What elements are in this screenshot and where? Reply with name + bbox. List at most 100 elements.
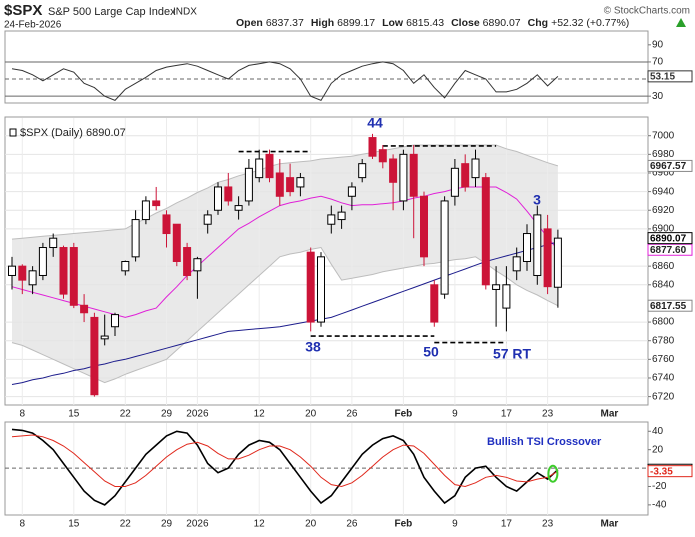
x-tick-label: Mar [601,409,619,420]
candle-body [461,163,470,188]
x-tick-label: Feb [395,409,413,420]
candle-body [38,247,47,276]
candle-body [317,256,325,323]
index-name: S&P 500 Large Cap Index [48,6,176,18]
exchange: INDX [173,7,197,18]
candle-body [337,211,346,221]
candle-body [296,177,305,188]
candle-body [492,284,501,290]
quote-label: Open [236,17,263,29]
y-tick-label: 90 [652,39,664,50]
band-lower [11,246,559,384]
value-tag [647,465,693,478]
y-tick-label: 6720 [652,391,675,402]
x-tick-label: 22 [120,519,132,530]
candle-body [265,153,274,179]
candle-body [358,163,367,179]
candle-body [172,223,181,263]
value-tag-label: 6877.60 [650,245,687,256]
credit: © StockCharts.com [604,6,690,17]
x-tick-label: 26 [346,409,358,420]
candle-body [49,237,58,249]
annotation: 44 [367,115,383,131]
candle-body [183,247,192,276]
y-tick-label: -20 [652,481,667,492]
x-tick-label: 15 [68,409,80,420]
y-tick-label: 40 [652,426,664,437]
y-tick-label: 20 [652,444,664,455]
value-tag [647,159,693,172]
y-tick-label: 6860 [652,261,675,272]
y-tick-label: 6920 [652,205,675,216]
y-tick-label: 6960 [652,168,675,179]
x-tick-label: Feb [395,519,413,530]
date: 24-Feb-2026 [4,20,62,31]
candle-body [69,247,78,306]
y-tick-label: 6900 [652,224,675,235]
y-tick-label: 6800 [652,317,675,328]
quote-value: 6890.07 [483,17,521,29]
x-tick-label: 22 [120,409,132,420]
x-tick-label: Mar [601,519,619,530]
candle-body [28,270,37,286]
band-upper [11,144,559,240]
candle-body [430,284,439,323]
symbol: $SPX [4,2,42,19]
up-arrow [676,18,686,27]
quote-row: Open 6837.37 High 6899.17 Low 6815.43 Close 689… [236,17,629,29]
y-tick-label: 30 [652,91,664,102]
crossover-highlight [547,464,559,483]
candle-body [18,265,27,281]
quote-label: Close [451,17,480,29]
x-tick-label: 29 [161,409,173,420]
annotation: 3 [533,192,541,208]
x-tick-label: 20 [305,519,317,530]
candle-body [409,153,418,197]
candle-body [378,149,387,163]
candle-body [368,137,377,157]
y-tick-label: 6780 [652,335,675,346]
value-tag [647,232,693,245]
candle-body [152,200,161,207]
candle-body [286,177,295,193]
indicator-line [11,61,559,102]
quote-value: 6815.43 [406,17,444,29]
x-tick-label: 2026 [186,519,209,530]
value-tag [647,299,693,312]
layers: 30 70 90 53.15 6720 6740 6760 6780 6800 6840 6860 6… [5,18,693,530]
x-tick-label: 8 [20,409,26,420]
candle-body [523,233,531,263]
x-tick-label: 9 [452,519,458,530]
value-tag-label: -3.35 [650,466,673,477]
candle-body [347,186,356,197]
annotation: 38 [305,339,321,355]
candle-body [275,172,284,197]
candle-body [450,167,459,197]
candle-body [214,186,222,211]
x-tick-label: 8 [20,519,26,530]
indicator-line [11,434,559,488]
candle-body [399,153,408,202]
indicator-line [11,428,559,506]
y-tick-label: 6940 [652,186,675,197]
y-tick-label: 6980 [652,149,675,160]
candle-body [327,214,336,225]
quote-label: High [311,17,334,29]
x-tick-label: 23 [542,409,554,420]
x-tick-label: 29 [161,519,173,530]
x-tick-label: 2026 [186,409,209,420]
annotation: 50 [423,344,439,360]
moving-average [11,241,559,385]
annotation: Bullish TSI Crossover [487,436,602,448]
y-tick-label: 6840 [652,279,675,290]
candle-body [8,265,16,276]
candle-body [100,335,109,340]
y-tick-label: 6760 [652,354,675,365]
y-tick-label: 7000 [652,130,675,141]
candle-body [203,214,212,225]
x-tick-label: 17 [501,519,513,530]
legend-label: $SPX (Daily) 6890.07 [20,127,126,139]
candle-body [306,251,315,323]
candle-body [481,177,490,286]
